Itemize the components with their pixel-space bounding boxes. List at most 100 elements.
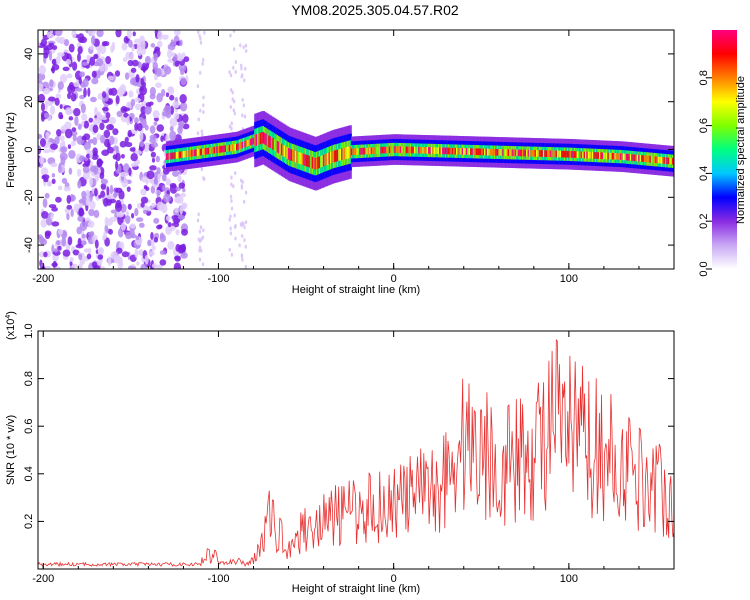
spectrogram-noise-blob	[200, 167, 204, 172]
spectrogram-noise-blob	[130, 67, 137, 73]
spectrogram-ridge-cell	[287, 147, 291, 160]
spectrogram-ridge-cell	[165, 153, 169, 161]
spectrogram-ridge-cell	[385, 146, 389, 154]
spectrogram-noise-blob	[130, 52, 134, 61]
spectrogram-noise-blob	[155, 82, 162, 88]
spectrogram-ridge-cell	[421, 146, 424, 154]
spectrogram-noise-blob	[113, 145, 119, 151]
spectrogram-noise-blob	[81, 113, 88, 121]
spectrogram-noise-blob	[244, 190, 248, 195]
spectrogram-noise-blob	[50, 143, 58, 150]
spectrogram-noise-blob	[44, 101, 48, 111]
spectrogram-noise-blob	[66, 73, 73, 79]
snr-multiplier-prefix: (x10	[5, 319, 17, 340]
spectrogram-ridge-cell	[516, 149, 519, 157]
spectrogram-ridge-cell	[172, 152, 176, 160]
spectrogram-noise-blob	[54, 97, 60, 106]
spectrogram-ridge-cell	[178, 151, 181, 159]
spectrogram-noise-blob	[175, 229, 180, 236]
spectrogram-noise-blob	[174, 196, 182, 204]
spectrogram-ridge-cell	[167, 153, 170, 160]
spectrogram-ridge-cell	[336, 149, 340, 162]
spectrogram-noise-blob	[45, 131, 50, 141]
spectrogram-noise-blob	[100, 178, 109, 185]
colorbar-tick-label: 0.2	[698, 214, 710, 229]
spectrogram-ridge-cell	[443, 147, 446, 155]
spectrogram-noise-blob	[51, 221, 60, 227]
spectrogram-ridge-cell	[334, 150, 337, 163]
spectrogram-noise-blob	[122, 107, 131, 112]
spectrogram-ridge-cell	[510, 149, 514, 157]
spectrogram-ridge-cell	[496, 148, 499, 156]
spectrogram-noise-blob	[244, 43, 248, 48]
spectrogram-noise-blob	[241, 113, 244, 118]
spectrogram-noise-blob	[63, 186, 71, 192]
spectrogram-ridge-cell	[402, 146, 406, 154]
spectrogram-x-tick-label: 0	[391, 273, 397, 285]
spectrogram-noise-blob	[135, 235, 140, 241]
spectrogram-noise-blob	[234, 59, 238, 64]
spectrogram-ridge-cell	[430, 147, 434, 154]
spectrogram-noise-blob	[228, 70, 231, 75]
spectrogram-noise-blob	[139, 131, 144, 142]
spectrogram-noise-blob	[83, 248, 90, 253]
spectrogram-ridge-cell	[419, 146, 422, 154]
spectrogram-noise-blob	[78, 77, 82, 85]
spectrogram-noise-blob	[198, 70, 202, 75]
spectrogram-ridge-cell	[634, 154, 637, 162]
spectrogram-noise-blob	[118, 190, 125, 200]
spectrogram-noise-blob	[228, 247, 231, 252]
spectrogram-noise-blob	[233, 111, 237, 116]
spectrogram-ridge-cell	[359, 148, 362, 155]
snr-y-label: SNR (10 * v/v)	[5, 415, 17, 485]
spectrogram-noise-blob	[147, 239, 152, 247]
spectrogram-noise-blob	[165, 215, 171, 221]
spectrogram-ridge-cell	[653, 156, 656, 163]
spectrogram-noise-blob	[129, 223, 136, 229]
spectrogram-noise-blob	[106, 194, 115, 200]
spectrogram-ridge-cell	[412, 146, 415, 154]
spectrogram-ridge-cell	[252, 137, 256, 145]
spectrogram-noise-blob	[77, 33, 85, 43]
spectrogram-noise-blob	[79, 94, 86, 100]
spectrogram-noise-blob	[153, 74, 158, 81]
spectrogram-noise-blob	[70, 140, 76, 147]
spectrogram-noise-blob	[60, 146, 68, 153]
spectrogram-noise-blob	[156, 92, 163, 103]
spectrogram-noise-blob	[128, 90, 134, 98]
spectrogram-ridge-cell	[587, 151, 591, 159]
spectrogram-ridge-cell	[447, 147, 450, 155]
spectrogram-ridge-cell	[470, 148, 473, 155]
spectrogram-noise-blob	[79, 221, 88, 231]
spectrogram-ridge-cell	[468, 148, 471, 155]
spectrogram-noise-blob	[48, 96, 56, 102]
spectrogram-noise-blob	[177, 214, 186, 220]
spectrogram-noise-blob	[180, 77, 187, 86]
spectrogram-noise-blob	[170, 39, 174, 48]
spectrogram-y-label: Frequency (Hz)	[5, 112, 17, 188]
spectrogram-x-tick-label: 100	[560, 273, 578, 285]
spectrogram-noise-blob	[92, 137, 98, 146]
spectrogram-ridge-cell	[428, 147, 431, 154]
spectrogram-noise-blob	[40, 218, 48, 228]
spectrogram-noise-blob	[89, 149, 93, 160]
spectrogram-noise-blob	[67, 144, 72, 149]
spectrogram-ridge-cell	[479, 148, 483, 156]
spectrogram-noise-blob	[96, 30, 104, 38]
spectrogram-ridge-cell	[349, 146, 352, 158]
spectrogram-noise-blob	[240, 233, 244, 238]
spectrogram-ridge-cell	[432, 147, 435, 154]
spectrogram-noise-blob	[149, 165, 157, 171]
spectrogram-noise-blob	[99, 172, 105, 180]
spectrogram-noise-blob	[81, 233, 86, 239]
snr-y-tick-label: 0.6	[23, 419, 35, 434]
spectrogram-ridge-cell	[656, 156, 659, 164]
spectrogram-noise-blob	[229, 231, 233, 236]
spectrogram-noise-blob	[130, 153, 138, 162]
spectrogram-ridge-cell	[257, 133, 260, 146]
spectrogram-noise-blob	[161, 88, 166, 97]
snr-multiplier-label: (x104)	[5, 311, 17, 340]
spectrogram-noise-blob	[156, 264, 163, 269]
spectrogram-noise-blob	[99, 122, 105, 131]
spectrogram-noise-blob	[64, 121, 72, 130]
